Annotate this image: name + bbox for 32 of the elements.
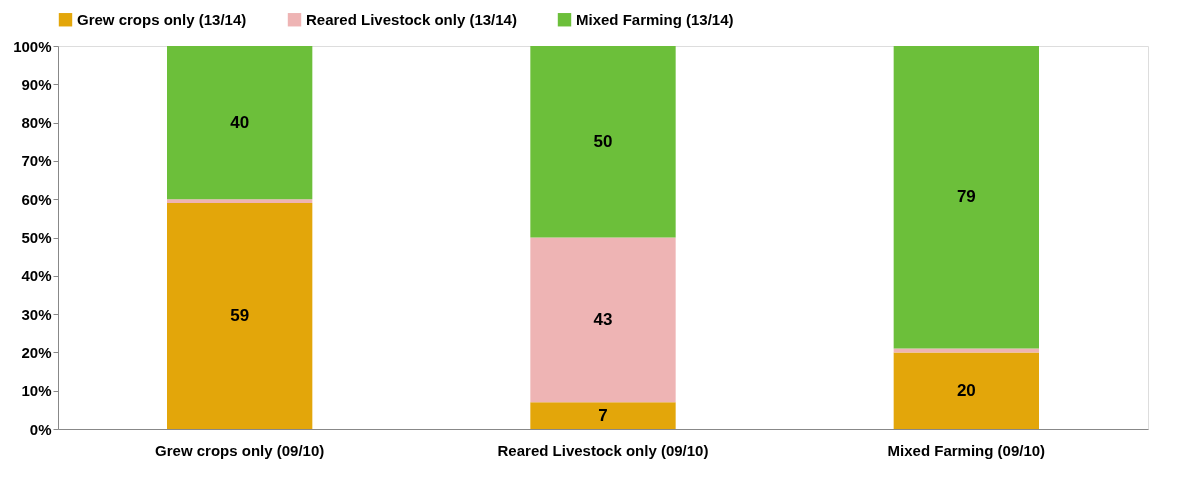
legend-label: Mixed Farming (13/14)	[576, 10, 734, 28]
y-tick-label: 80%	[21, 114, 52, 132]
bar	[167, 203, 313, 429]
y-tick-label: 100%	[13, 37, 52, 55]
bar	[167, 46, 313, 200]
y-tick-label: 20%	[21, 343, 52, 361]
data-label: 20	[956, 380, 976, 400]
data-label: 7	[598, 405, 608, 425]
bar	[530, 402, 676, 429]
bar	[530, 46, 676, 238]
bar	[893, 46, 1039, 349]
data-label: 40	[230, 112, 250, 132]
legend-label: Reared Livestock only (13/14)	[306, 10, 517, 28]
y-tick-label: 70%	[21, 152, 52, 170]
y-tick-label: 90%	[21, 75, 52, 93]
data-label: 79	[956, 187, 976, 207]
y-tick-label: 10%	[21, 382, 52, 400]
y-tick-label: 30%	[21, 305, 52, 323]
x-tick-label: Reared Livestock only (09/10)	[497, 441, 709, 459]
bar	[530, 237, 676, 403]
y-tick-label: 0%	[29, 420, 52, 438]
y-tick-label: 60%	[21, 190, 52, 208]
x-tick-label: Mixed Farming (09/10)	[887, 441, 1046, 459]
x-tick-label: Grew crops only (09/10)	[155, 441, 325, 459]
bar	[893, 352, 1039, 429]
data-label: 50	[593, 131, 613, 151]
legend-label: Grew crops only (13/14)	[77, 10, 247, 28]
data-label: 59	[230, 306, 250, 326]
data-label: 43	[593, 309, 613, 329]
y-tick-label: 50%	[21, 229, 52, 246]
bar	[167, 199, 313, 204]
y-tick-label: 40%	[21, 267, 52, 285]
